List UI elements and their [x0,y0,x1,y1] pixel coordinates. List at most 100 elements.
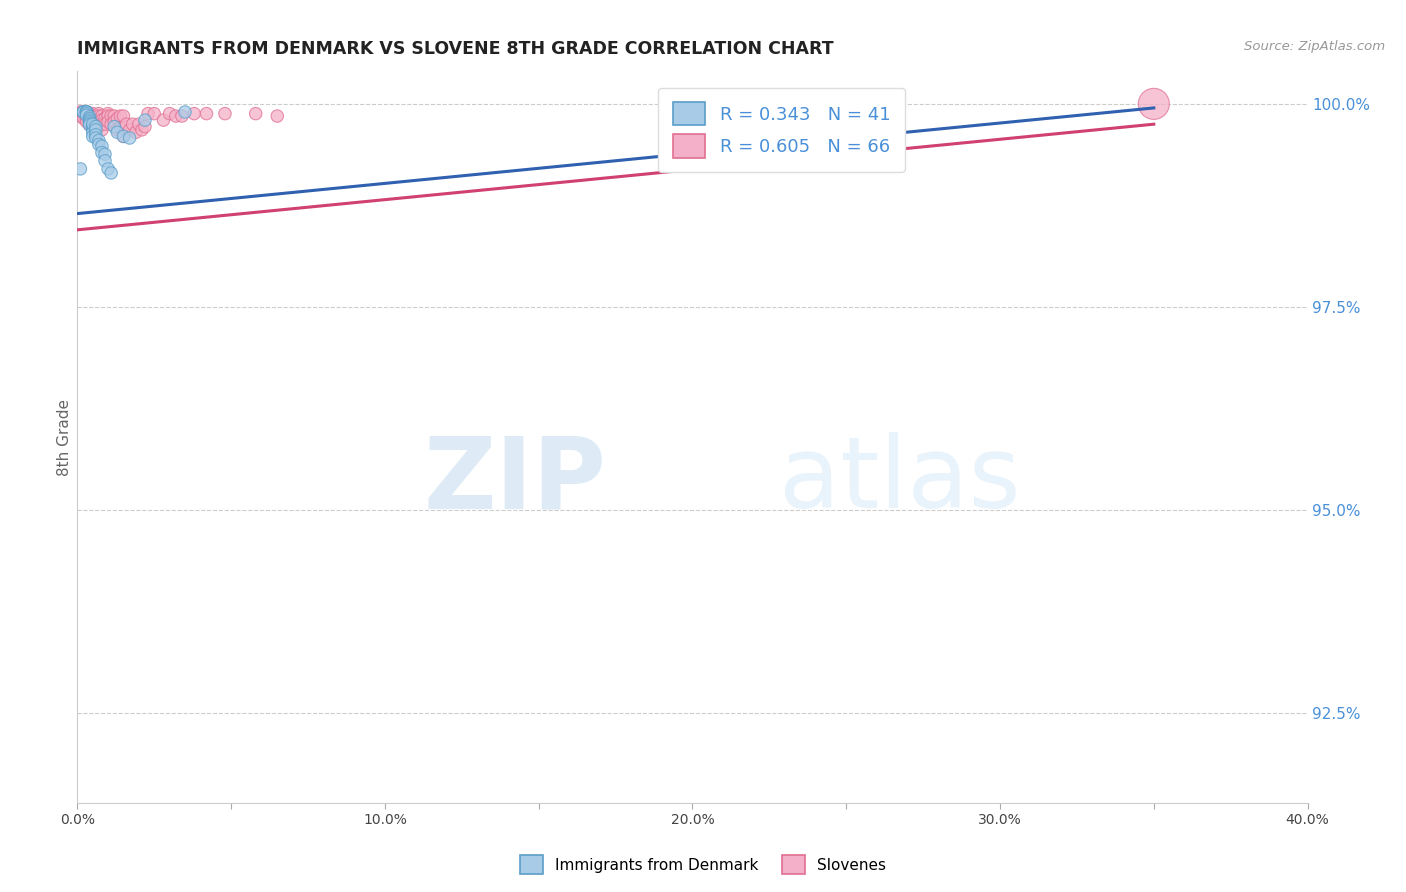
Point [79,106,101,120]
Point [100,117,122,131]
Text: ZIP: ZIP [423,433,606,530]
Point [97,114,120,128]
Point [79,118,101,132]
Point [87,137,110,152]
Point [110,109,132,123]
Point [72,105,94,120]
Point [82,125,104,139]
Point [84,113,107,128]
Point [1143,96,1166,111]
Point [69,161,91,176]
Point [266,109,288,123]
Point [110,121,132,136]
Point [79,112,101,126]
Point [125,125,148,139]
Point [76,105,98,120]
Point [69,106,91,120]
Point [90,109,114,123]
Legend: R = 0.343   N = 41, R = 0.605   N = 66: R = 0.343 N = 41, R = 0.605 N = 66 [658,87,905,172]
Point [195,106,218,120]
Point [82,117,104,131]
Point [76,105,98,120]
Point [94,147,117,161]
Point [79,116,101,130]
Point [105,123,128,137]
Point [76,106,98,120]
Point [84,128,107,142]
Point [79,118,101,132]
Point [134,120,156,134]
Point [76,114,98,128]
Point [105,125,128,139]
Point [183,106,205,120]
Text: atlas: atlas [779,433,1021,530]
Point [84,131,107,145]
Point [90,139,114,153]
Point [174,105,197,120]
Point [134,113,156,128]
Point [103,109,125,123]
Y-axis label: 8th Grade: 8th Grade [56,399,72,475]
Point [76,106,98,120]
Point [76,108,98,122]
Point [69,105,91,120]
Point [72,109,94,123]
Legend: Immigrants from Denmark, Slovenes: Immigrants from Denmark, Slovenes [515,849,891,880]
Point [82,113,104,128]
Point [90,123,114,137]
Text: Source: ZipAtlas.com: Source: ZipAtlas.com [1244,40,1385,54]
Point [87,109,110,123]
Point [115,117,138,131]
Point [112,129,135,144]
Point [94,112,117,126]
Point [76,105,98,120]
Point [214,106,236,120]
Point [84,109,107,123]
Point [87,106,110,120]
Point [79,110,101,124]
Point [152,113,174,128]
Point [165,109,187,123]
Point [79,113,101,128]
Point [94,117,117,131]
Point [87,120,110,134]
Point [72,105,94,120]
Point [82,109,104,123]
Point [82,121,104,136]
Point [90,113,114,128]
Point [82,129,104,144]
Point [245,106,267,120]
Text: IMMIGRANTS FROM DENMARK VS SLOVENE 8TH GRADE CORRELATION CHART: IMMIGRANTS FROM DENMARK VS SLOVENE 8TH G… [77,40,834,58]
Point [72,105,94,120]
Point [100,109,122,123]
Point [105,112,128,126]
Point [97,161,120,176]
Point [76,105,98,120]
Point [143,106,166,120]
Point [82,106,104,120]
Point [72,105,94,120]
Point [82,123,104,137]
Point [79,114,101,128]
Point [112,109,135,123]
Point [97,109,120,123]
Point [97,106,120,120]
Point [79,114,101,128]
Point [136,106,159,120]
Point [112,129,135,144]
Point [76,109,98,123]
Point [131,123,153,137]
Point [84,120,107,134]
Point [79,110,101,124]
Point [100,166,122,180]
Point [118,123,141,137]
Point [90,145,114,160]
Point [76,105,98,120]
Point [72,112,94,126]
Point [118,131,141,145]
Point [94,153,117,168]
Point [76,112,98,126]
Point [103,114,125,128]
Point [90,117,114,131]
Point [82,117,104,131]
